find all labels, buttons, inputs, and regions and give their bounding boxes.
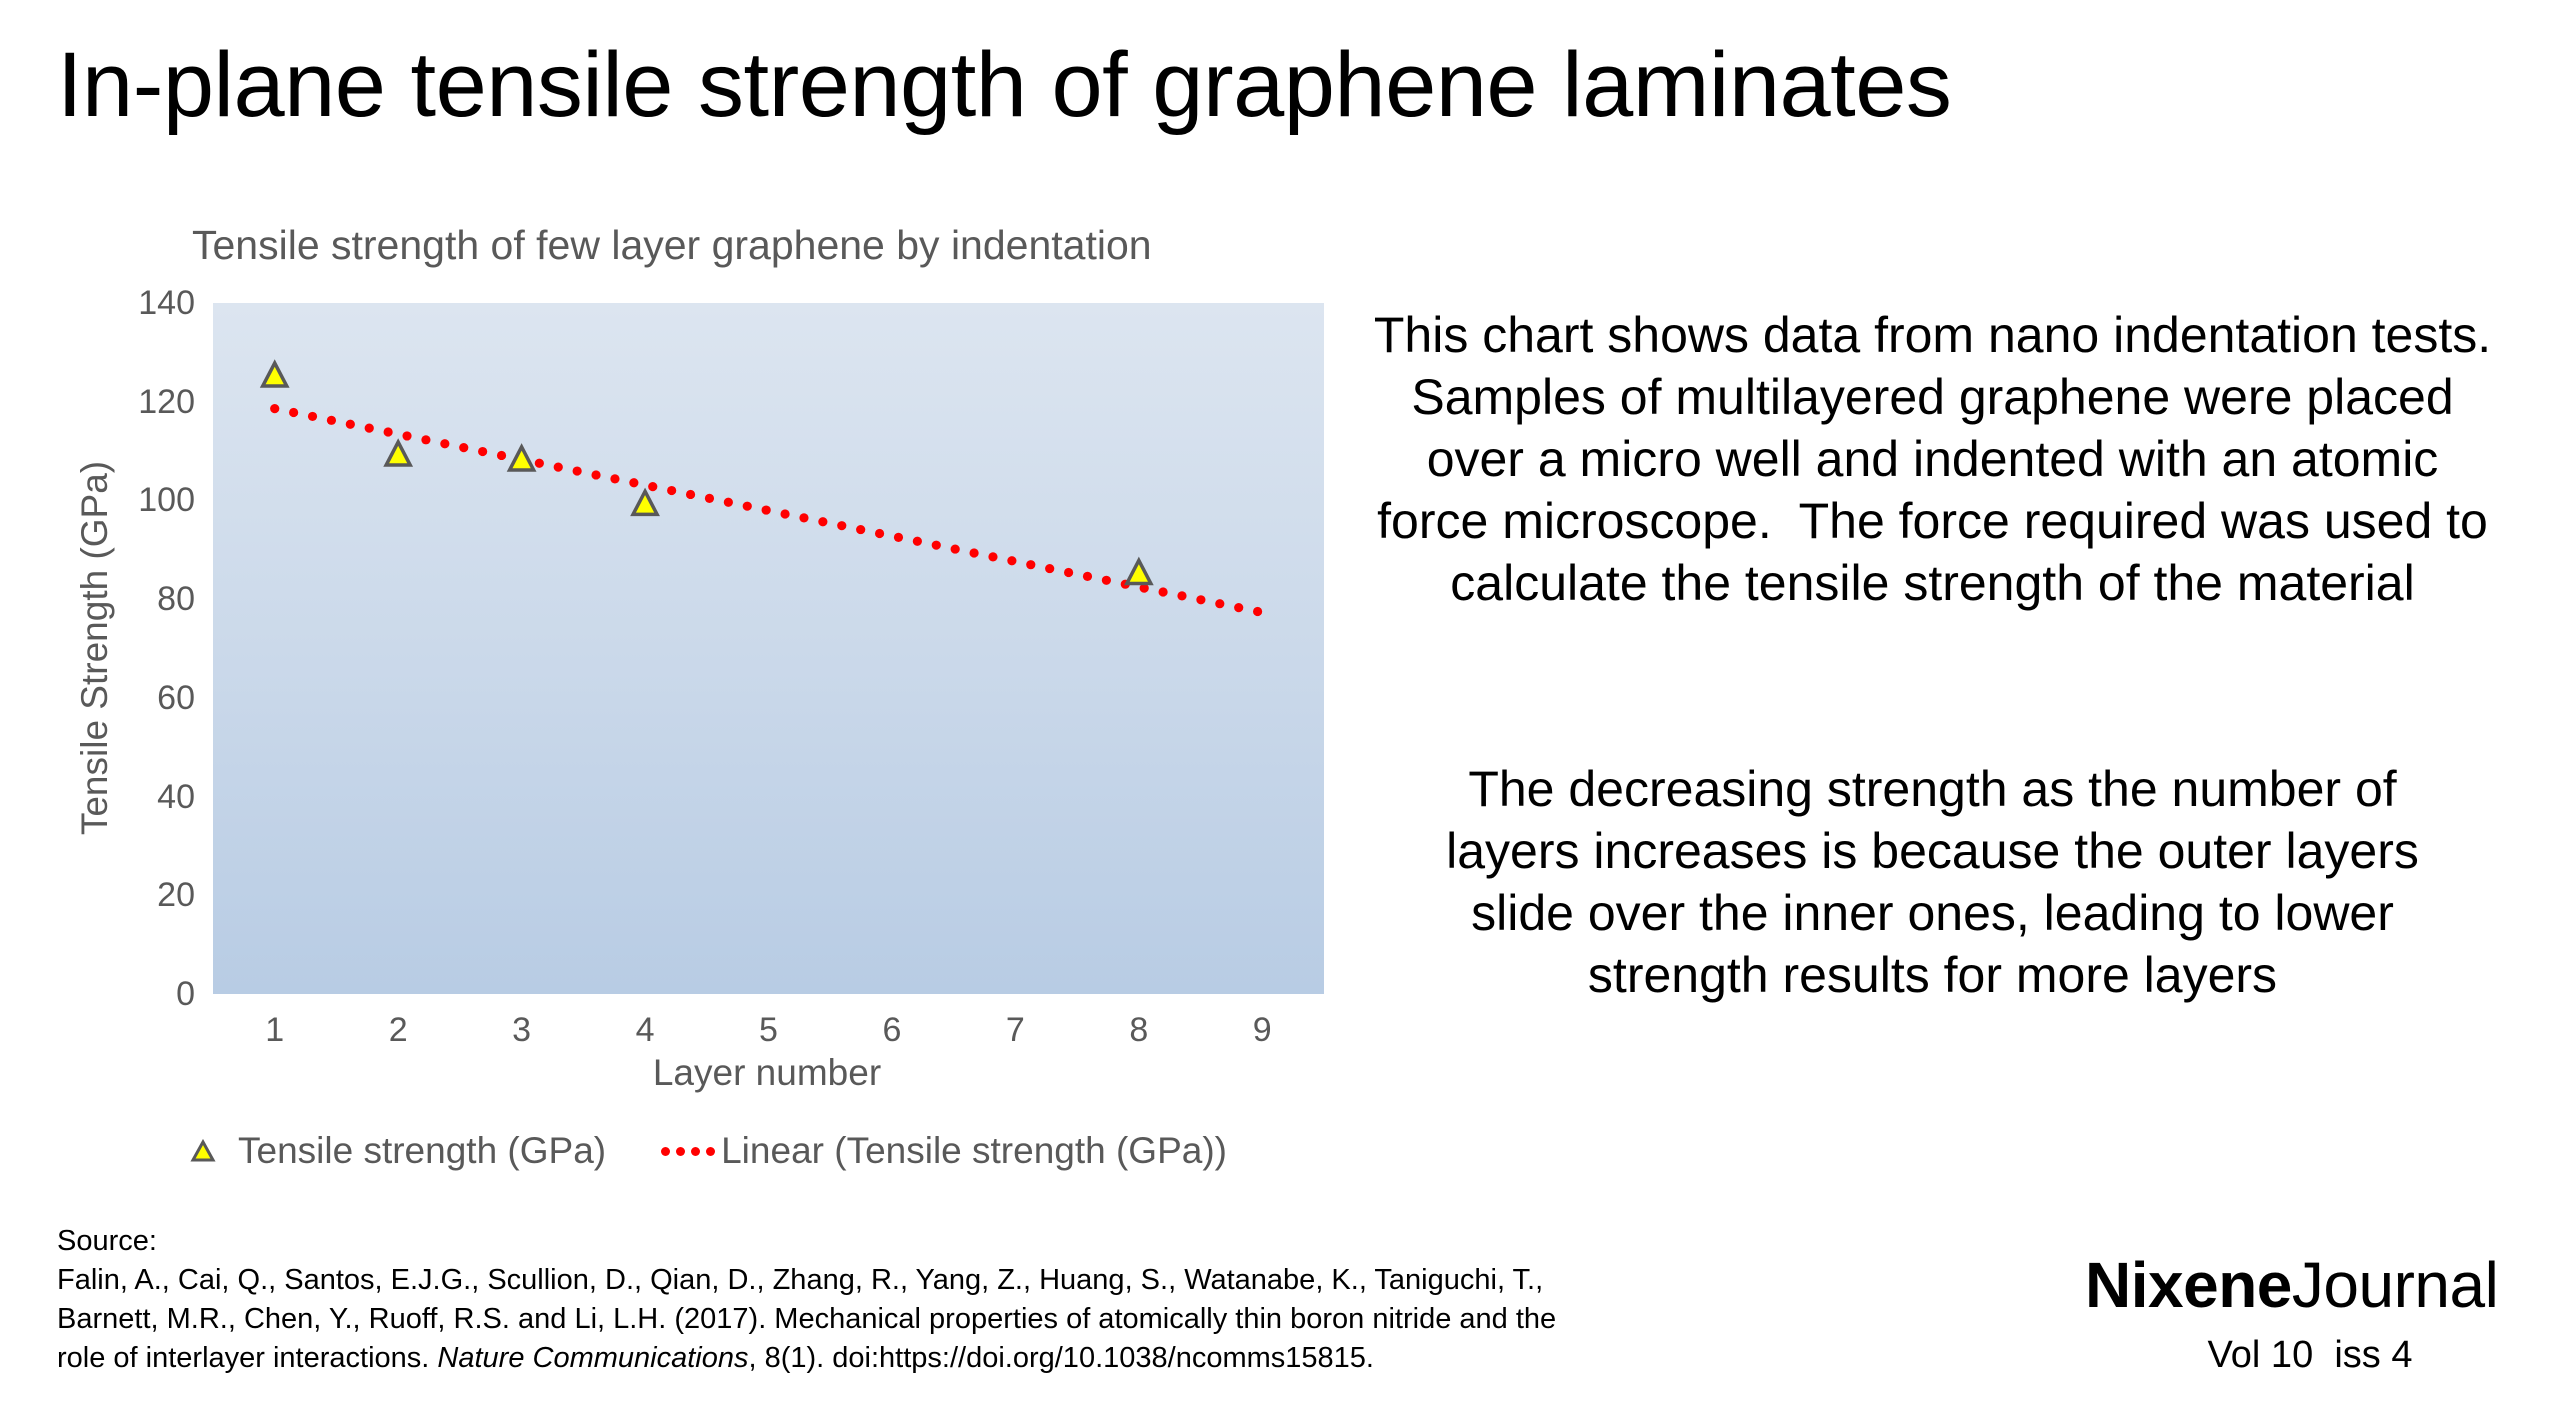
text-line: strength results for more layers <box>1587 947 2278 1003</box>
text-line: This chart shows data from nano indentat… <box>1373 307 2492 363</box>
journal-name: Nature Communications <box>437 1342 749 1374</box>
text-line: calculate the tensile strength of the ma… <box>1450 555 2415 611</box>
citation-line: Barnett, M.R., Chen, Y., Ruoff, R.S. and… <box>57 1303 1557 1335</box>
x-tick-label: 7 <box>1005 1011 1025 1049</box>
description-paragraph-2: The decreasing strength as the number of… <box>1340 758 2525 1006</box>
y-tick-label: 40 <box>157 777 195 816</box>
x-tick-label: 3 <box>512 1011 532 1049</box>
chart-title: Tensile strength of few layer graphene b… <box>192 222 1152 268</box>
slide-title: In-plane tensile strength of graphene la… <box>57 34 1952 136</box>
legend-label-data: Tensile strength (GPa) <box>238 1130 607 1171</box>
y-tick-label: 100 <box>138 481 195 520</box>
logo-light: Journal <box>2291 1249 2499 1321</box>
y-tick-label: 120 <box>138 382 195 421</box>
x-tick-label: 6 <box>882 1011 902 1049</box>
dotted-line-icon <box>661 1146 716 1156</box>
x-tick-label: 4 <box>635 1011 655 1049</box>
chart-legend: Tensile strength (GPa) Linear (Tensile s… <box>190 1128 1227 1174</box>
x-tick-label: 8 <box>1129 1011 1149 1049</box>
citation-text: role of interlayer interactions. <box>57 1342 438 1374</box>
y-tick-label: 60 <box>157 678 195 717</box>
source-label: Source: <box>57 1225 157 1257</box>
y-tick-label: 0 <box>176 975 195 1013</box>
description-paragraph-1: This chart shows data from nano indentat… <box>1340 304 2525 614</box>
legend-item-trendline: Linear (Tensile strength (GPa)) <box>661 1130 1227 1172</box>
x-axis-label: Layer number <box>652 1052 882 1093</box>
legend-label-trendline: Linear (Tensile strength (GPa)) <box>721 1130 1227 1171</box>
citation-line: role of interlayer interactions. Nature … <box>57 1339 1757 1378</box>
text-line: Samples of multilayered graphene were pl… <box>1411 369 2454 425</box>
y-tick-label: 20 <box>157 876 195 915</box>
x-tick-label: 2 <box>388 1011 408 1049</box>
x-tick-label: 1 <box>265 1011 285 1049</box>
source-citation: Source: Falin, A., Cai, Q., Santos, E.J.… <box>57 1222 1757 1378</box>
y-tick-label: 140 <box>138 284 195 322</box>
y-tick-label: 80 <box>157 580 195 619</box>
doi-text: , 8(1). doi:https://doi.org/10.1038/ncom… <box>748 1342 1374 1374</box>
journal-logo: NixeneJournal <box>2085 1248 2499 1322</box>
plot-area <box>213 303 1324 994</box>
x-tick-label: 5 <box>759 1011 778 1049</box>
triangle-marker-icon <box>190 1139 216 1162</box>
citation-line: Falin, A., Cai, Q., Santos, E.J.G., Scul… <box>57 1264 1544 1296</box>
text-line: slide over the inner ones, leading to lo… <box>1471 885 2394 941</box>
x-tick-label: 9 <box>1252 1011 1272 1049</box>
legend-item-data: Tensile strength (GPa) <box>190 1130 606 1172</box>
text-line: force microscope. The force required was… <box>1377 493 2488 549</box>
text-line: layers increases is because the outer la… <box>1446 823 2419 879</box>
text-line: The decreasing strength as the number of <box>1468 761 2397 817</box>
y-axis-label: Tensile Strength (GPa) <box>74 460 115 836</box>
logo-bold: Nixene <box>2085 1249 2292 1321</box>
text-line: over a micro well and indented with an a… <box>1426 431 2439 487</box>
issue-label: Vol 10 iss 4 <box>2207 1334 2413 1376</box>
